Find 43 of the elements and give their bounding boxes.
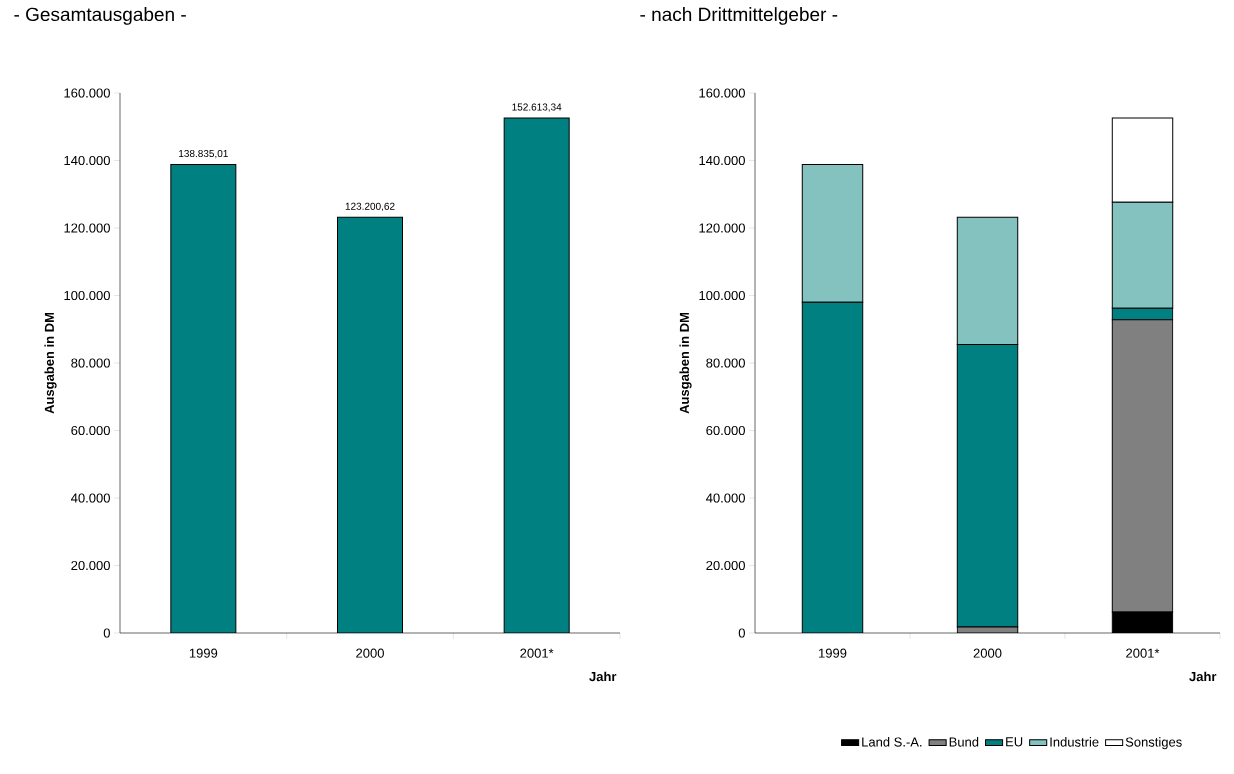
y-axis-title: Ausgaben in DM: [679, 312, 692, 414]
x-tick-label: 1999: [189, 648, 218, 658]
y-tick-label: 0: [738, 628, 745, 638]
bar: [956, 343, 1019, 628]
y-tick-label: 0: [103, 628, 110, 638]
y-tick-label: 80.000: [71, 358, 110, 368]
y-tick-label: 40.000: [71, 493, 110, 503]
y-axis-title: Ausgaben in DM: [44, 312, 57, 414]
chart-title: - Gesamtausgaben -: [14, 7, 186, 25]
bar: [170, 163, 237, 633]
legend-label: EU: [1006, 737, 1023, 747]
data-label: 123.200,62: [345, 202, 395, 211]
chart-title: - nach Drittmittelgeber -: [640, 7, 838, 25]
bar: [801, 301, 864, 633]
y-tick-label: 120.000: [64, 223, 110, 233]
y-tick-label: 60.000: [706, 425, 745, 436]
y-tick-label: 140.000: [699, 155, 745, 166]
data-label: 152.613,34: [512, 103, 562, 112]
data-label: 138.835,01: [179, 149, 228, 159]
x-axis-title: Jahr: [1189, 671, 1217, 682]
legend-label: Sonstiges: [1125, 737, 1182, 750]
y-tick-label: 20.000: [706, 560, 745, 571]
y-tick-label: 140.000: [64, 155, 110, 166]
y-tick-label: 60.000: [71, 425, 110, 436]
legend-label: Industrie: [1050, 737, 1099, 747]
y-tick-label: 80.000: [706, 358, 745, 368]
y-tick-label: 100.000: [699, 290, 745, 301]
bar: [337, 216, 403, 633]
y-tick-label: 100.000: [64, 290, 110, 301]
x-tick-label: 1999: [819, 648, 847, 658]
y-tick-label: 40.000: [706, 493, 745, 503]
x-tick-label: 2000: [356, 648, 384, 658]
bar: [503, 117, 570, 633]
legend-label: Bund: [949, 737, 979, 747]
y-tick-label: 120.000: [699, 223, 745, 233]
legend-label: Land S.-A.: [862, 737, 922, 747]
x-tick-label: 2001*: [1126, 648, 1160, 658]
x-tick-label: 2001*: [520, 648, 554, 658]
x-axis-title: Jahr: [589, 671, 617, 682]
y-tick-label: 160.000: [64, 88, 110, 98]
x-tick-label: 2000: [973, 648, 1002, 658]
y-tick-label: 160.000: [699, 88, 745, 98]
y-tick-label: 20.000: [71, 560, 110, 571]
